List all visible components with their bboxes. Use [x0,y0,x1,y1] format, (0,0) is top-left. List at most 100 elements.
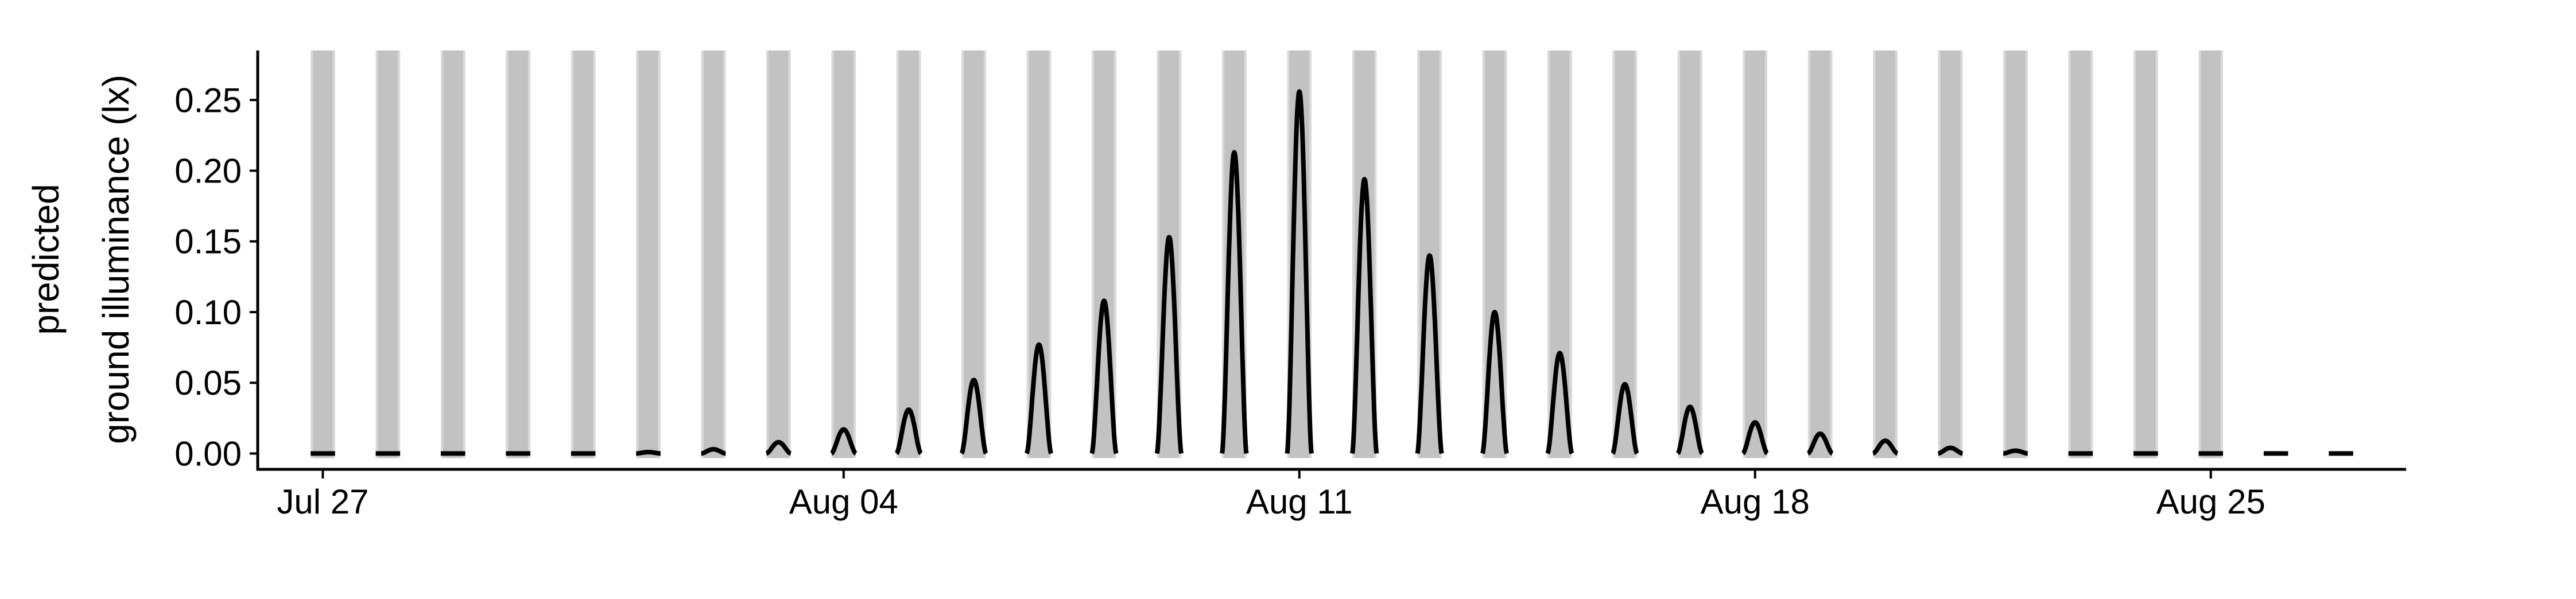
night-band-edge [593,50,596,458]
night-band [506,50,530,458]
series-night-curve [829,427,858,456]
y-tick-label: 0.05 [174,364,242,402]
night-band-edge [1157,50,1159,458]
night-band [701,50,726,458]
night-band-edge [506,50,509,458]
series-night-curve [1025,342,1054,455]
night-band-edge [1417,50,1420,458]
series-night-curve [764,439,793,456]
x-ticks: Jul 27 Aug 04 Aug 11 Aug 18 Aug 25 [277,469,2265,521]
night-band-edge [1635,50,1638,458]
series-night-curve [1936,445,1965,456]
x-tick-label: Aug 18 [1701,483,1810,521]
night-band [1547,50,1572,458]
y-tick-label: 0.25 [174,81,242,119]
y-axis-title-line-2: ground illuminance (lx) [95,75,137,444]
night-band-edge [527,50,530,458]
night-band [961,50,986,458]
night-band [2068,50,2093,458]
series-night-curve [1285,89,1314,454]
night-band-edge [1873,50,1876,458]
series-night-curve [2001,448,2030,456]
night-band-edge [961,50,964,458]
night-band [1678,50,1702,458]
night-band [1743,50,1768,458]
series-night-curve [1611,382,1639,456]
night-band-edge [2155,50,2158,458]
night-band-edge [983,50,986,458]
x-tick-label: Aug 25 [2156,483,2265,521]
series-night-curve [1349,177,1379,454]
night-band [375,50,401,458]
series-night-curve [1089,298,1119,455]
night-band-edge [1482,50,1485,458]
series-night-curve [894,407,923,456]
night-band-edge [788,50,791,458]
night-band-edge [2003,50,2006,458]
night-band-edge [1569,50,1572,458]
series-night-curve [1741,420,1770,456]
night-band [1938,50,1963,458]
night-band-edge [2220,50,2223,458]
night-band [766,50,791,458]
night-band-edge [2068,50,2071,458]
series-night-curve [960,378,988,456]
night-band-edge [1222,50,1225,458]
night-band-edge [1026,50,1029,458]
night-band-edge [375,50,378,458]
night-band [1612,50,1638,458]
night-band-edge [1938,50,1941,458]
y-tick-label: 0.15 [174,223,242,261]
night-band-edge [831,50,834,458]
night-band-edge [463,50,465,458]
y-axis-title-line-1: predicted [25,184,67,334]
night-band-edge [1743,50,1745,458]
night-band [1807,50,1833,458]
night-band-edge [1678,50,1681,458]
night-band-edge [1612,50,1615,458]
night-band-edge [1807,50,1810,458]
night-band-edge [1504,50,1507,458]
night-band [2198,50,2223,458]
y-tick-label: 0.00 [174,434,242,473]
night-band-edge [1830,50,1833,458]
night-band [636,50,661,458]
y-tick-label: 0.10 [174,293,242,332]
night-band [2133,50,2158,458]
x-tick-label: Aug 11 [1246,483,1353,521]
night-band-edge [896,50,899,458]
night-band-edge [701,50,704,458]
night-band-edge [332,50,335,458]
night-band-edge [1244,50,1247,458]
night-band-edge [2025,50,2028,458]
night-band [441,50,465,458]
series-night-curve [1415,253,1444,454]
x-tick-label: Jul 27 [277,483,368,521]
night-band-edge [658,50,661,458]
night-band-edge [311,50,313,458]
night-band-edge [398,50,401,458]
night-band-edge [1700,50,1702,458]
night-band-edge [2198,50,2201,458]
night-band [896,50,921,458]
night-band-edge [571,50,573,458]
night-band [2003,50,2028,458]
night-band-edge [1352,50,1355,458]
night-band-edge [1309,50,1312,458]
night-band-edge [1179,50,1182,458]
night-band-edge [441,50,444,458]
series-night-curve [1806,431,1834,456]
night-band [311,50,335,458]
illuminance-series [308,89,2356,456]
series-night-curve [1154,235,1184,454]
series-night-curve [634,450,663,456]
series-night-curve [1480,310,1510,455]
night-band-edge [1895,50,1898,458]
night-band [1873,50,1898,458]
night-band-edge [1374,50,1377,458]
night-band-edge [723,50,726,458]
night-band-edge [1765,50,1768,458]
y-ticks: 0.00 0.05 0.10 0.15 0.20 0.25 [174,81,258,473]
series-night-curve [1220,150,1249,454]
